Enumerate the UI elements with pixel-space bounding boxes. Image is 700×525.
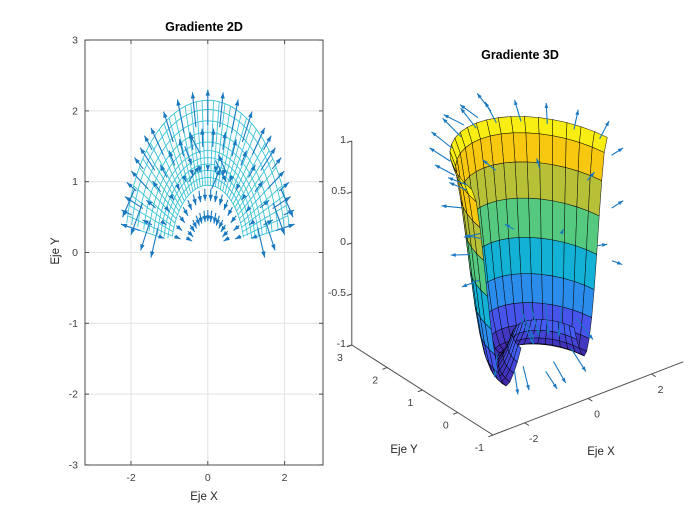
svg-text:-2: -2 bbox=[126, 472, 135, 484]
plot3d-xlabel: Eje X bbox=[587, 446, 615, 458]
svg-text:2: 2 bbox=[658, 384, 664, 396]
svg-text:2: 2 bbox=[282, 472, 288, 484]
plot2d-xlabel: Eje X bbox=[190, 491, 218, 503]
plot3d-ztick-labels: -1 -0.5 0 0.5 1 bbox=[328, 134, 346, 350]
svg-text:2: 2 bbox=[372, 375, 378, 387]
svg-text:0.5: 0.5 bbox=[331, 185, 346, 197]
plot3d-title: Gradiente 3D bbox=[481, 48, 559, 62]
svg-text:-2: -2 bbox=[529, 433, 538, 445]
plot2d-axes-box: -2 0 2 -3 -2 -1 0 1 2 3 bbox=[69, 35, 324, 484]
svg-text:-0.5: -0.5 bbox=[328, 287, 346, 299]
svg-text:2: 2 bbox=[72, 105, 78, 117]
plot3d-axes: -2 0 2 -1 0 1 2 3 -1 -0.5 0 0.5 1 bbox=[328, 134, 684, 454]
svg-text:0: 0 bbox=[594, 408, 600, 420]
svg-text:1: 1 bbox=[340, 134, 346, 146]
svg-text:-1: -1 bbox=[337, 338, 346, 350]
plot2d-title: Gradiente 2D bbox=[165, 20, 243, 34]
plot3d-ylabel: Eje Y bbox=[390, 444, 418, 456]
svg-text:0: 0 bbox=[443, 420, 449, 432]
svg-text:3: 3 bbox=[337, 352, 343, 364]
svg-text:-1: -1 bbox=[475, 442, 484, 454]
svg-text:1: 1 bbox=[72, 176, 78, 188]
svg-text:0: 0 bbox=[205, 472, 211, 484]
svg-text:0: 0 bbox=[340, 236, 346, 248]
svg-text:-3: -3 bbox=[69, 459, 78, 471]
plot2d-grid bbox=[85, 40, 323, 465]
svg-text:-1: -1 bbox=[69, 318, 78, 330]
plot2d-contour-mesh bbox=[126, 99, 290, 239]
plot2d-quiver-arrows bbox=[120, 89, 295, 258]
plot3d-surface bbox=[449, 116, 608, 387]
plot3d-quiver3-arrows bbox=[429, 93, 624, 395]
svg-text:3: 3 bbox=[72, 35, 78, 47]
svg-text:1: 1 bbox=[408, 397, 414, 409]
plot2d-ylabel: Eje Y bbox=[50, 237, 62, 265]
svg-text:-2: -2 bbox=[69, 389, 78, 401]
svg-text:0: 0 bbox=[72, 247, 78, 259]
